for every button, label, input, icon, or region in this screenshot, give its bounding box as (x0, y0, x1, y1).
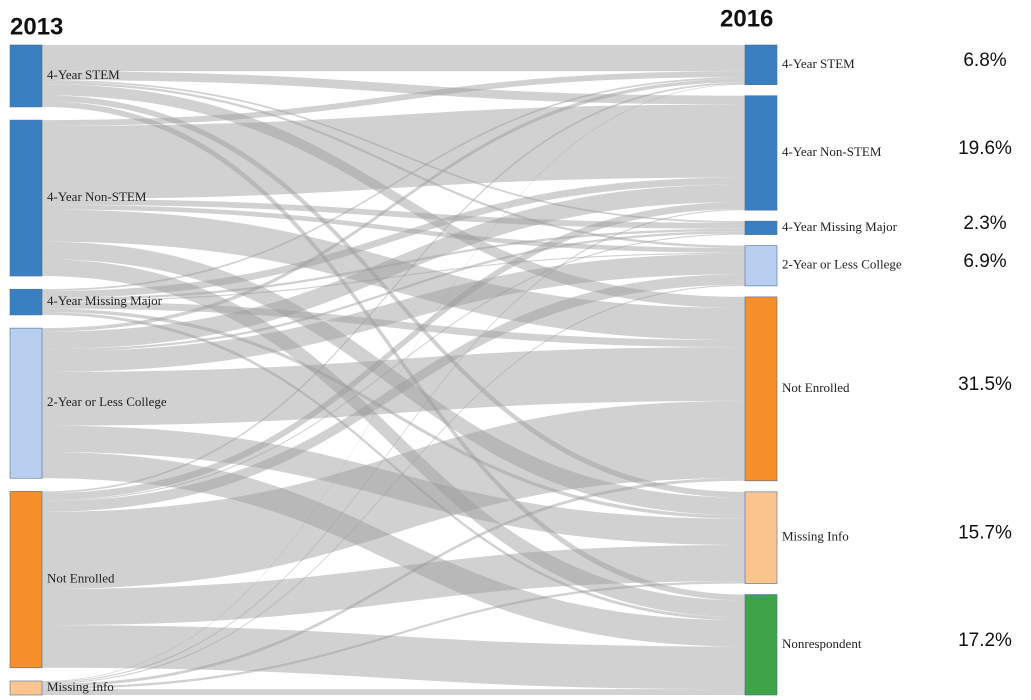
target-percent: 19.6% (958, 138, 1012, 159)
flow (42, 77, 745, 291)
flow (42, 202, 745, 501)
flow (42, 45, 745, 72)
source-label: Not Enrolled (47, 571, 115, 586)
flow (42, 198, 745, 229)
flow (42, 71, 745, 105)
target-node (744, 594, 778, 696)
flow (42, 308, 745, 519)
target-node (744, 245, 778, 287)
target-node (744, 220, 778, 235)
flow (42, 233, 745, 502)
target-label: 4-Year Non-STEM (782, 144, 882, 159)
flow (42, 82, 745, 494)
flow (42, 347, 745, 426)
flow (42, 177, 745, 298)
links (42, 45, 745, 695)
source-label: 2-Year or Less College (47, 394, 167, 409)
flow (42, 312, 745, 621)
nodes: 4-Year STEM 4-Year Non-STEM 4-Year Missing… (9, 44, 1012, 696)
flow (42, 689, 745, 695)
flow (42, 625, 745, 690)
flow (42, 301, 745, 348)
flow (42, 204, 745, 253)
flow (42, 241, 745, 516)
flow (42, 545, 745, 626)
source-label: 4-Year Missing Major (47, 293, 163, 308)
target-node (744, 491, 778, 584)
target-percent: 15.7% (958, 523, 1012, 544)
flow (42, 209, 745, 683)
flow (42, 104, 745, 199)
flow (42, 95, 745, 498)
flow (42, 81, 745, 248)
flow (42, 253, 745, 372)
source-node (9, 119, 43, 277)
target-percent: 2.3% (963, 213, 1006, 234)
flow (42, 425, 745, 546)
source-node (9, 680, 43, 696)
target-percent: 6.9% (963, 251, 1006, 272)
left-title: 2013 (10, 13, 63, 40)
flow (42, 451, 745, 647)
target-label: 2-Year or Less College (782, 257, 902, 272)
flow (42, 84, 745, 682)
flow (42, 101, 745, 601)
flow (42, 71, 745, 126)
flow (42, 284, 745, 684)
source-label: Missing Info (47, 679, 114, 694)
target-percent: 31.5% (958, 374, 1012, 395)
flow (42, 80, 745, 223)
target-label: Missing Info (782, 529, 849, 544)
target-label: 4-Year Missing Major (782, 219, 898, 234)
target-label: 4-Year STEM (782, 56, 855, 71)
source-node (9, 491, 43, 669)
flow (42, 581, 745, 690)
target-percent: 17.2% (958, 630, 1012, 651)
flow (42, 252, 745, 302)
flow (42, 228, 745, 301)
target-node (744, 95, 778, 211)
right-title: 2016 (720, 5, 773, 32)
flow (42, 78, 745, 332)
source-node (9, 44, 43, 108)
target-node (744, 44, 778, 86)
source-node (9, 327, 43, 479)
flow (42, 231, 745, 352)
source-label: 4-Year STEM (47, 67, 120, 82)
target-label: Nonrespondent (782, 636, 862, 651)
target-node (744, 296, 778, 482)
flow (42, 209, 745, 341)
flow (42, 274, 745, 512)
source-node (9, 288, 43, 316)
flow (42, 259, 745, 618)
source-label: 4-Year Non-STEM (47, 189, 147, 204)
flow (42, 477, 745, 687)
target-percent: 6.8% (963, 50, 1006, 71)
flow (42, 400, 745, 589)
flow (42, 184, 745, 350)
flow (42, 84, 745, 309)
target-label: Not Enrolled (782, 380, 850, 395)
